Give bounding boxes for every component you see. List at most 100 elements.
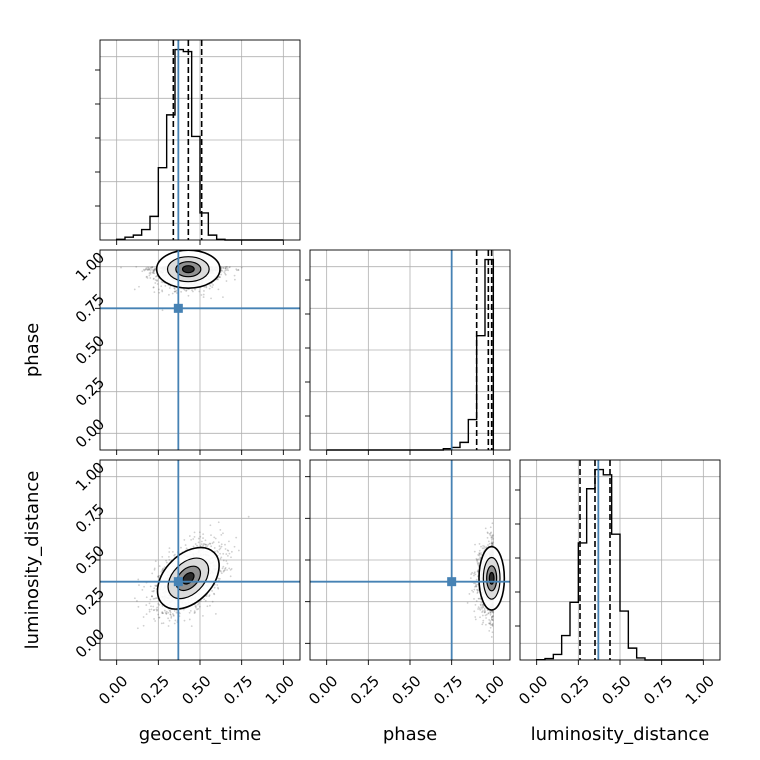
sample-point	[217, 587, 220, 590]
sample-point	[225, 280, 228, 282]
sample-point	[145, 267, 148, 269]
sample-point	[485, 546, 487, 549]
sample-point	[228, 552, 231, 555]
x-tick-label: 0.75	[220, 672, 256, 708]
sample-point	[213, 547, 216, 549]
sample-point	[189, 610, 192, 612]
sample-point	[478, 607, 481, 610]
sample-point	[137, 605, 140, 608]
sample-point	[149, 272, 152, 275]
sample-point	[150, 267, 153, 269]
sample-point	[490, 624, 492, 626]
sample-point	[485, 617, 487, 619]
sample-point	[155, 585, 158, 587]
sample-point	[158, 565, 161, 567]
sample-point	[489, 613, 492, 616]
sample-point	[219, 552, 221, 555]
sample-point	[168, 293, 170, 296]
sample-point	[136, 627, 139, 630]
sample-point	[220, 570, 222, 573]
sample-point	[211, 542, 214, 545]
sample-point	[158, 575, 161, 577]
sample-point	[154, 267, 156, 269]
sample-point	[473, 610, 476, 613]
sample-point	[476, 559, 478, 562]
sample-point	[197, 602, 200, 604]
sample-point	[150, 266, 153, 269]
truth-marker	[447, 577, 457, 587]
sample-point	[221, 567, 224, 570]
sample-point	[152, 609, 155, 612]
sample-point	[491, 618, 494, 621]
sample-point	[220, 269, 223, 271]
sample-point	[471, 589, 473, 592]
sample-point	[147, 267, 150, 269]
sample-point	[190, 538, 193, 541]
sample-point	[205, 285, 207, 288]
density-panel-geocent-time-vs-phase: 0.000.250.500.751.00	[72, 248, 301, 455]
sample-point	[491, 623, 494, 626]
sample-point	[208, 594, 211, 597]
sample-point	[491, 615, 494, 617]
sample-point	[198, 531, 201, 534]
sample-point	[146, 277, 149, 279]
sample-point	[188, 618, 191, 621]
sample-point	[491, 631, 494, 634]
sample-point	[202, 614, 204, 617]
sample-point	[218, 545, 221, 547]
x-tick-label: 0.50	[388, 672, 424, 708]
sample-point	[228, 266, 231, 269]
sample-point	[145, 596, 148, 599]
sample-point	[217, 541, 220, 544]
sample-point	[169, 613, 172, 616]
sample-point	[490, 618, 493, 621]
sample-point	[476, 589, 479, 592]
sample-point	[481, 603, 484, 606]
sample-point	[165, 610, 168, 613]
y-tick-label: 1.00	[72, 248, 108, 284]
sample-point	[476, 588, 478, 591]
sample-point	[475, 600, 478, 602]
sample-point	[203, 290, 205, 292]
sample-point	[228, 540, 230, 543]
sample-point	[204, 599, 207, 602]
sample-point	[224, 548, 227, 550]
sample-point	[490, 538, 493, 541]
sample-point	[492, 610, 495, 613]
sample-point	[211, 590, 213, 592]
sample-point	[492, 541, 495, 544]
sample-point	[492, 611, 495, 614]
sample-point	[153, 608, 156, 611]
sample-point	[478, 549, 481, 552]
sample-point	[217, 278, 219, 281]
sample-point	[224, 273, 227, 276]
sample-point	[484, 614, 487, 617]
sample-point	[156, 279, 158, 282]
sample-point	[187, 294, 190, 297]
sample-point	[492, 534, 495, 537]
sample-point	[213, 593, 216, 596]
sample-point	[157, 576, 160, 579]
sample-point	[155, 609, 158, 612]
sample-point	[149, 266, 152, 269]
x-tick-label: 0.00	[305, 672, 341, 708]
sample-point	[173, 610, 176, 612]
sample-point	[488, 622, 491, 625]
sample-point	[478, 554, 481, 557]
sample-point	[483, 607, 486, 610]
sample-point	[168, 551, 171, 553]
sample-point	[477, 554, 480, 556]
sample-point	[226, 267, 229, 270]
sample-point	[476, 562, 479, 565]
sample-point	[143, 269, 146, 272]
sample-point	[168, 555, 170, 558]
sample-point	[161, 289, 163, 292]
sample-point	[225, 266, 228, 269]
density-panel-phase-vs-luminosity-distance: 0.00 0.25 0.50 0.75 1.00	[305, 459, 511, 708]
sample-point	[225, 265, 228, 268]
sample-point	[136, 600, 138, 602]
sample-point	[142, 624, 145, 627]
sample-point	[481, 614, 484, 617]
y-tick-label: 0.50	[72, 332, 108, 368]
sample-point	[183, 539, 186, 541]
